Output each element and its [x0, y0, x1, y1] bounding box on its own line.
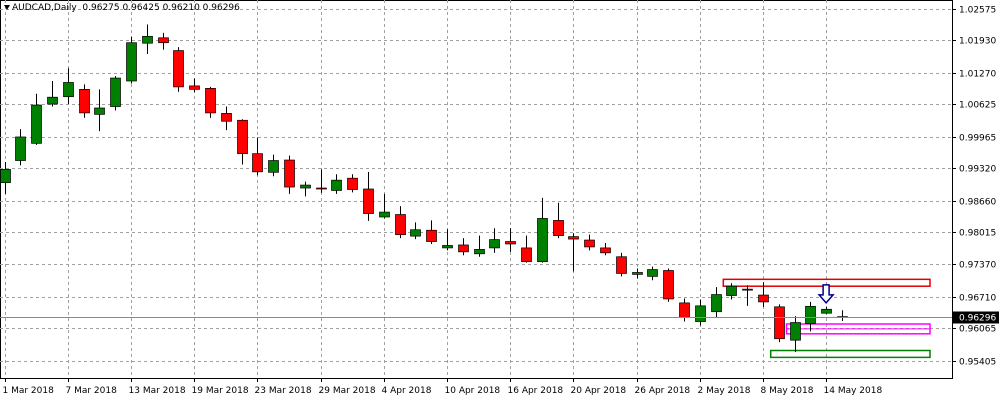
- symbol-label: AUDCAD,Daily: [12, 3, 77, 13]
- candle-bullish: [537, 218, 548, 263]
- candle-bullish: [15, 136, 26, 161]
- candle-bearish: [363, 188, 374, 214]
- candle-bearish: [189, 85, 200, 90]
- candle-bullish: [821, 308, 832, 314]
- y-tick-label: 1.00625: [959, 101, 996, 111]
- x-tick-label: 14 May 2018: [824, 386, 883, 396]
- candle-bearish: [205, 88, 216, 114]
- x-tick-label: 1 Mar 2018: [3, 386, 55, 396]
- y-tick-label: 0.98015: [959, 229, 996, 239]
- candle-bearish: [600, 247, 611, 254]
- candle-bearish: [742, 288, 753, 291]
- candle-bearish: [458, 244, 469, 253]
- candle-bullish: [379, 211, 390, 218]
- down-arrow-icon: [817, 284, 835, 304]
- x-tick-label: 2 May 2018: [698, 386, 751, 396]
- candle-bearish: [284, 159, 295, 188]
- candle-bullish: [63, 82, 74, 98]
- candle-bullish: [410, 229, 421, 237]
- candle-bullish: [805, 305, 816, 324]
- collapse-triangle-icon[interactable]: [4, 5, 10, 10]
- candle-bullish: [695, 305, 706, 322]
- y-tick-label: 0.99320: [959, 165, 996, 175]
- current-price-badge: [953, 311, 999, 324]
- y-tick-label: 0.96710: [959, 294, 996, 304]
- overlay: 0.96296: [0, 284, 999, 324]
- y-tick-label: 0.97370: [959, 261, 996, 271]
- candle-bullish: [711, 294, 722, 313]
- candle-bearish: [568, 236, 579, 240]
- plot-frame: [0, 0, 953, 379]
- candle-bearish: [584, 239, 595, 248]
- candle-bearish: [663, 270, 674, 300]
- candle-bearish: [252, 153, 263, 173]
- candles: [0, 24, 848, 352]
- candle-bullish: [726, 285, 737, 296]
- grid-lines: [0, 0, 953, 379]
- candle-bullish: [0, 169, 11, 183]
- ohlc-readout: 0.96275 0.96425 0.96210 0.96296: [82, 3, 240, 13]
- candle-bearish: [774, 306, 785, 340]
- candle-bearish: [158, 37, 169, 44]
- candle-bullish: [94, 107, 105, 115]
- support-zone: [769, 349, 931, 359]
- y-tick-label: 1.01930: [959, 37, 996, 47]
- candle-bullish: [790, 322, 801, 341]
- candle-bearish: [521, 247, 532, 263]
- candle-bearish: [679, 302, 690, 318]
- candle-bearish: [395, 214, 406, 236]
- current-price-label: 0.96296: [959, 314, 996, 324]
- x-tick-label: 10 Apr 2018: [445, 386, 501, 396]
- candle-bearish: [173, 50, 184, 88]
- x-tick-label: 13 Mar 2018: [129, 386, 186, 396]
- x-tick-label: 29 Mar 2018: [319, 386, 376, 396]
- candle-bullish: [126, 42, 137, 82]
- candle-bullish: [474, 249, 485, 255]
- candle-bearish: [616, 256, 627, 274]
- candle-bearish: [505, 241, 516, 245]
- x-tick-label: 7 Mar 2018: [66, 386, 118, 396]
- x-tick-label: 19 Mar 2018: [192, 386, 249, 396]
- chart-header: AUDCAD,Daily 0.96275 0.96425 0.96210 0.9…: [4, 3, 240, 13]
- candle-bearish: [79, 88, 90, 114]
- x-tick-label: 8 May 2018: [761, 386, 814, 396]
- candle-bullish: [632, 272, 643, 275]
- x-tick-label: 26 Apr 2018: [635, 386, 691, 396]
- y-tick-label: 1.02575: [959, 6, 996, 16]
- price-axis: 1.02575 1.01930 1.01270 1.00625 0.99965 0.993…: [952, 6, 996, 368]
- candle-bearish: [316, 187, 327, 190]
- candle-bullish: [142, 35, 153, 44]
- x-tick-label: 4 Apr 2018: [382, 386, 432, 396]
- y-tick-label: 0.95405: [959, 358, 996, 368]
- y-tick-label: 0.96065: [959, 325, 996, 335]
- candle-bearish: [237, 119, 248, 155]
- candle-bullish: [647, 269, 658, 277]
- candle-bullish: [300, 184, 311, 189]
- x-tick-label: 16 Apr 2018: [508, 386, 564, 396]
- y-tick-label: 0.98660: [959, 198, 996, 208]
- time-axis: 1 Mar 2018 7 Mar 2018 13 Mar 2018 19 Mar 20…: [3, 378, 883, 396]
- candle-bullish: [31, 104, 42, 144]
- x-tick-label: 20 Apr 2018: [571, 386, 627, 396]
- y-tick-label: 0.99965: [959, 134, 996, 144]
- candle-bullish: [47, 96, 58, 105]
- x-tick-label: 23 Mar 2018: [255, 386, 312, 396]
- candle-bullish: [442, 245, 453, 249]
- candle-bullish: [489, 239, 500, 249]
- y-tick-label: 1.01270: [959, 70, 996, 80]
- candle-bullish: [331, 179, 342, 191]
- candle-bearish: [221, 113, 232, 122]
- candle-bullish: [268, 160, 279, 173]
- candle-bearish: [758, 294, 769, 303]
- candle-bullish: [110, 77, 121, 107]
- candle-bearish: [426, 229, 437, 242]
- candle-bearish: [553, 220, 564, 236]
- candle-bearish: [347, 177, 358, 190]
